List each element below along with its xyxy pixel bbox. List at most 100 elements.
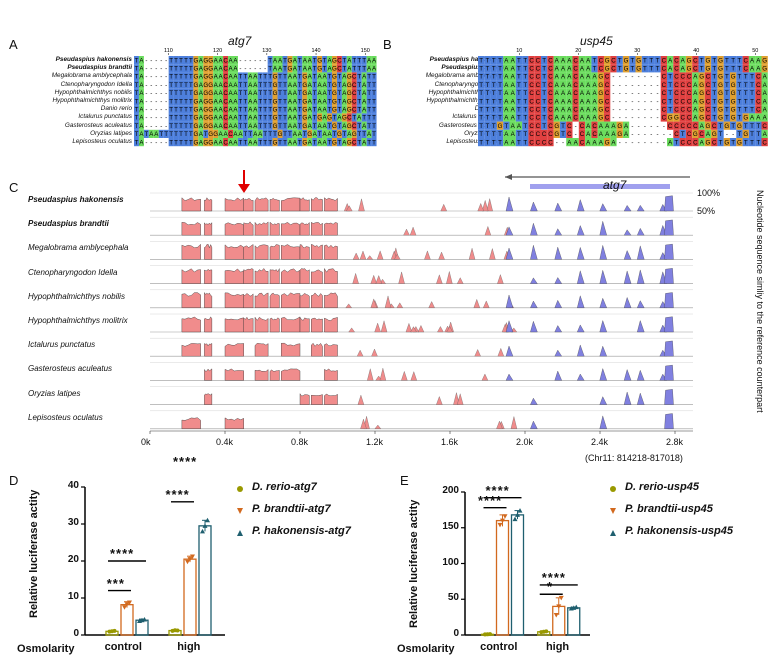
exon-peak [505, 294, 514, 308]
alignment-base: C [681, 115, 686, 122]
alignment-base: - [638, 82, 640, 89]
alignment-base: A [555, 90, 560, 97]
alignment-base: A [511, 82, 516, 89]
conserved-noncoding-peak [181, 268, 201, 284]
alignment-base-cell [183, 88, 189, 97]
alignment-base: C [756, 90, 761, 97]
alignment-base: T [492, 131, 496, 138]
alignment-base-cell [585, 105, 592, 114]
alignment-base-cell [332, 97, 337, 106]
alignment-base-cell [667, 113, 674, 122]
alignment-base: T [738, 98, 742, 105]
alignment-base: A [228, 74, 233, 81]
alignment-base-cell [198, 121, 204, 130]
alignment-base-cell [622, 56, 630, 65]
alignment-base-cell [332, 105, 337, 114]
alignment-base: A [228, 139, 233, 146]
alignment-base-cell [366, 138, 372, 147]
alignment-base-cell [553, 56, 560, 65]
alignment-base-cell [203, 129, 209, 138]
alignment-base: T [725, 66, 729, 73]
alignment-base-cell [168, 72, 174, 81]
alignment-base-cell [604, 72, 611, 81]
alignment-base-cell [591, 129, 598, 138]
alignment-base-cell [218, 80, 224, 89]
alignment-base: T [169, 131, 173, 138]
alignment-base: - [657, 139, 659, 146]
alignment-base: G [332, 82, 337, 89]
alignment-base-cell [478, 129, 485, 138]
alignment-base: A [313, 131, 318, 138]
alignment-base: T [725, 57, 729, 64]
exon-peak [623, 296, 632, 308]
alignment-base-cell [247, 113, 253, 122]
alignment-base: C [223, 123, 228, 130]
alignment-base: G [347, 98, 352, 105]
alignment-base-cell [178, 113, 184, 122]
alignment-base-cell [748, 105, 756, 114]
alignment-base: A [362, 107, 367, 114]
alignment-base-cell [616, 129, 623, 138]
alignment-base: G [307, 131, 312, 138]
alignment-base: G [699, 115, 704, 122]
alignment-base: A [580, 98, 585, 105]
alignment-base: C [529, 98, 534, 105]
alignment-base: A [199, 98, 204, 105]
alignment-base: T [731, 57, 735, 64]
alignment-base: A [219, 107, 224, 114]
alignment-base: A [273, 66, 278, 73]
alignment-base: T [135, 90, 139, 97]
alignment-base: A [219, 115, 224, 122]
alignment-base-cell [585, 113, 592, 122]
noncoding-peak [510, 416, 518, 429]
alignment-base-cell [371, 121, 377, 130]
alignment-base-cell [173, 105, 179, 114]
alignment-base: T [593, 57, 597, 64]
alignment-base: - [650, 90, 652, 97]
alignment-base: - [650, 74, 652, 81]
alignment-base-cell [541, 121, 548, 130]
alignment-base: - [625, 107, 627, 114]
alignment-base-cell [723, 72, 730, 81]
alignment-base-cell [761, 56, 768, 65]
alignment-base-cell [515, 80, 523, 89]
alignment-base: - [644, 82, 646, 89]
alignment-base-cell [685, 97, 693, 106]
alignment-base-cell [679, 138, 686, 147]
alignment-base: T [313, 90, 317, 97]
exon-peak [505, 345, 514, 357]
alignment-base: T [756, 139, 760, 146]
alignment-base: C [762, 139, 767, 146]
alignment-base-cell [208, 138, 214, 147]
alignment-base: C [542, 131, 547, 138]
alignment-base: C [548, 57, 553, 64]
alignment-base: A [219, 131, 224, 138]
alignment-base-cell [679, 113, 686, 122]
alignment-base: C [223, 57, 228, 64]
alignment-base: G [332, 98, 337, 105]
legend-label: P. brandtii-usp45 [625, 503, 713, 515]
alignment-base-cell [547, 56, 554, 65]
alignment-base: T [328, 74, 332, 81]
alignment-base: A [253, 82, 258, 89]
alignment-species-name: Lepisosteus oculatus [446, 138, 506, 145]
noncoding-peak [384, 295, 392, 308]
alignment-base: T [498, 57, 502, 64]
alignment-base: C [573, 82, 578, 89]
alignment-base: G [347, 90, 352, 97]
alignment-base: - [264, 66, 266, 73]
noncoding-peak [410, 371, 418, 381]
alignment-base: G [737, 123, 742, 130]
alignment-base: A [228, 90, 233, 97]
alignment-base-cell [203, 138, 209, 147]
alignment-base-cell [667, 105, 674, 114]
exon-peak [664, 364, 674, 381]
alignment-base: A [668, 139, 673, 146]
conserved-noncoding-peak [281, 316, 301, 333]
alignment-base-cell [366, 105, 372, 114]
alignment-base-cell [203, 56, 209, 65]
alignment-base-cell [604, 88, 611, 97]
alignment-base-cell [667, 64, 674, 73]
alignment-base-cell [237, 138, 243, 147]
